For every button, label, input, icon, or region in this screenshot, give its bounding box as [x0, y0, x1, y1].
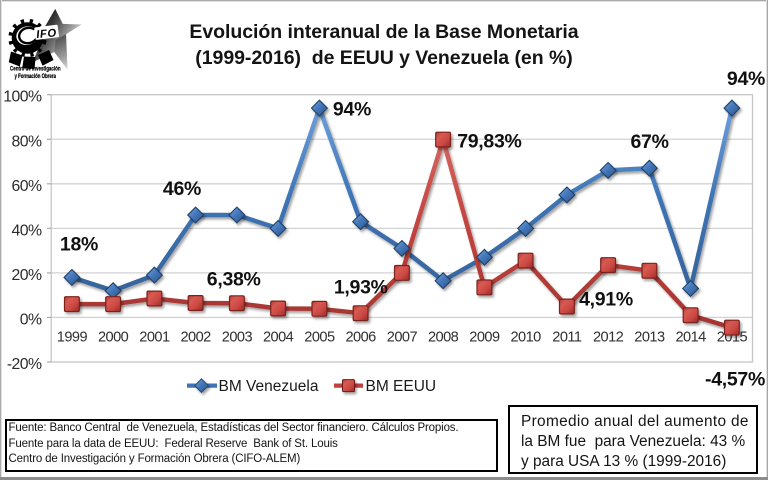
svg-text:2005: 2005: [304, 329, 335, 345]
svg-text:1,93%: 1,93%: [334, 277, 388, 299]
svg-text:Centro de Investigación: Centro de Investigación: [10, 66, 61, 73]
svg-text:100%: 100%: [3, 89, 42, 106]
svg-text:2008: 2008: [428, 329, 459, 345]
svg-text:-20%: -20%: [7, 356, 42, 373]
svg-text:y Formación Obrera: y Formación Obrera: [14, 73, 56, 80]
svg-text:2013: 2013: [634, 329, 665, 345]
svg-text:6,38%: 6,38%: [207, 269, 261, 291]
svg-text:BM EEUU: BM EEUU: [366, 378, 437, 395]
svg-text:94%: 94%: [333, 99, 371, 121]
svg-text:2004: 2004: [263, 329, 294, 345]
svg-text:IFO: IFO: [36, 27, 57, 41]
svg-text:1999: 1999: [57, 329, 88, 345]
svg-text:20%: 20%: [12, 267, 42, 284]
svg-text:2006: 2006: [345, 329, 376, 345]
svg-text:2003: 2003: [222, 329, 253, 345]
svg-text:60%: 60%: [12, 178, 42, 195]
svg-text:-4,57%: -4,57%: [705, 368, 765, 390]
svg-text:2009: 2009: [469, 329, 500, 345]
svg-text:2012: 2012: [593, 329, 624, 345]
svg-text:79,83%: 79,83%: [457, 131, 521, 153]
svg-text:0%: 0%: [20, 311, 42, 328]
svg-text:2011: 2011: [552, 329, 582, 345]
svg-text:BM Venezuela: BM Venezuela: [219, 378, 319, 395]
svg-text:2010: 2010: [510, 329, 541, 345]
svg-text:18%: 18%: [60, 234, 98, 256]
svg-text:2000: 2000: [98, 329, 129, 345]
svg-text:4,91%: 4,91%: [579, 289, 633, 311]
svg-text:67%: 67%: [631, 131, 669, 153]
svg-text:94%: 94%: [727, 68, 765, 90]
svg-text:46%: 46%: [163, 178, 201, 200]
svg-text:2001: 2001: [139, 329, 170, 345]
svg-text:40%: 40%: [12, 222, 42, 239]
svg-text:2007: 2007: [387, 329, 418, 345]
svg-text:2002: 2002: [180, 329, 211, 345]
svg-text:2014: 2014: [675, 329, 706, 345]
svg-text:80%: 80%: [12, 133, 42, 150]
